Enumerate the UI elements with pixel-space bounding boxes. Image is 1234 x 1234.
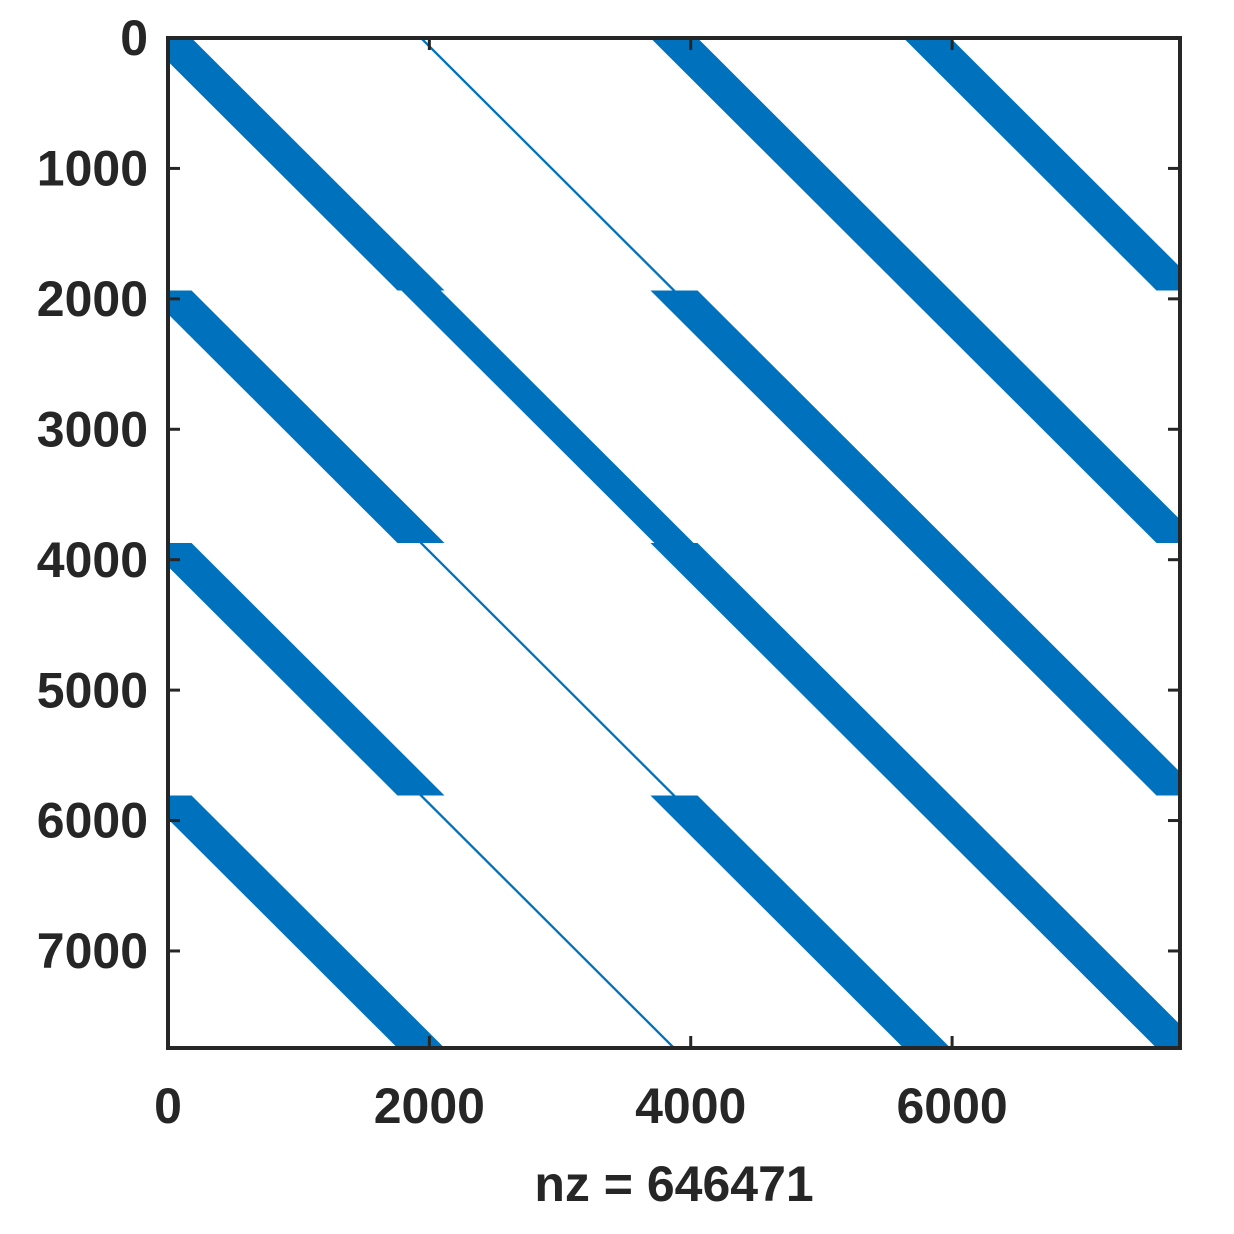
band (401, 290, 694, 543)
band (650, 38, 951, 291)
plot-area (168, 38, 1180, 1048)
band (903, 543, 1180, 796)
band (650, 290, 951, 543)
band (650, 795, 951, 1048)
x-tick-label: 0 (154, 1078, 182, 1134)
y-tick-label: 0 (120, 10, 148, 66)
band (168, 795, 445, 1048)
band (419, 38, 676, 291)
y-tick-label: 3000 (37, 401, 148, 457)
x-tick-label: 6000 (896, 1078, 1007, 1134)
y-tick-label: 4000 (37, 532, 148, 588)
band (168, 290, 445, 543)
band (650, 543, 951, 796)
band (419, 543, 676, 796)
band (903, 290, 1180, 543)
band (168, 38, 445, 291)
band (903, 38, 1180, 291)
axes-box (166, 36, 1182, 1050)
band (903, 795, 1180, 1048)
band (419, 795, 676, 1048)
y-tick-label: 6000 (37, 793, 148, 849)
y-tick-label: 5000 (37, 662, 148, 718)
y-tick-label: 1000 (37, 141, 148, 197)
x-tick-label: 2000 (374, 1078, 485, 1134)
y-tick-label: 2000 (37, 271, 148, 327)
y-tick-label: 7000 (37, 923, 148, 979)
x-axis-label: nz = 646471 (534, 1156, 813, 1212)
band (168, 543, 445, 796)
x-tick-label: 4000 (635, 1078, 746, 1134)
